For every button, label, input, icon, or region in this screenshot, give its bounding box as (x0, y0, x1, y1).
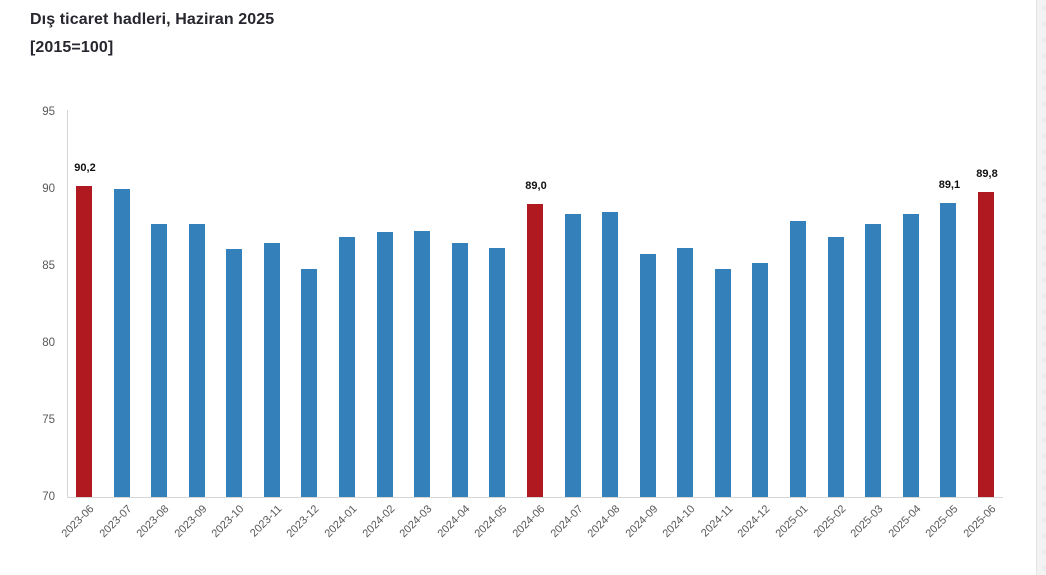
bar-2025-05 (940, 202, 957, 497)
bar-value-label-2025-06: 89,8 (976, 168, 998, 181)
bar-2025-03 (865, 224, 882, 497)
x-tick-label-2024-09: 2024-09 (623, 503, 661, 541)
x-tick-label-2024-06: 2024-06 (510, 503, 548, 541)
bar-2025-06 (977, 192, 994, 497)
x-tick-label-2023-10: 2023-10 (209, 503, 247, 541)
x-tick-label-2024-12: 2024-12 (735, 503, 773, 541)
x-tick-label-2025-02: 2025-02 (811, 503, 849, 541)
x-tick-label-2024-10: 2024-10 (660, 503, 698, 541)
bar-2023-07 (113, 189, 130, 497)
y-tick-label: 80 (42, 337, 55, 349)
bar-2023-12 (301, 269, 318, 497)
x-tick-label-2023-12: 2023-12 (284, 503, 322, 541)
bar-2024-08 (602, 212, 619, 497)
bar-2024-07 (564, 213, 581, 497)
x-tick-label-2023-11: 2023-11 (247, 503, 285, 540)
x-tick-label-2025-04: 2025-04 (886, 503, 924, 541)
bar-2024-09 (639, 253, 656, 497)
bar-2024-06 (526, 204, 543, 497)
bar-2024-04 (451, 242, 468, 497)
x-tick-label-2024-01: 2024-01 (322, 503, 360, 541)
x-tick-label-2024-02: 2024-02 (360, 503, 398, 541)
bar-value-label-2023-06: 90,2 (74, 161, 96, 174)
x-tick-label-2025-05: 2025-05 (923, 503, 961, 541)
x-tick-label-2023-07: 2023-07 (97, 503, 135, 541)
y-tick-label: 90 (42, 183, 55, 195)
x-tick-label-2023-06: 2023-06 (59, 503, 97, 541)
y-tick-label: 85 (42, 260, 55, 272)
bar-2023-10 (226, 249, 243, 497)
chart-title-line1: Dış ticaret hadleri, Haziran 2025 (30, 11, 275, 28)
page-background-strip (1036, 0, 1046, 575)
bar-2024-05 (489, 247, 506, 497)
bar-2025-01 (790, 221, 807, 497)
bar-value-label-2025-05: 89,1 (938, 178, 961, 191)
bar-2023-09 (188, 224, 205, 497)
x-tick-label-2024-05: 2024-05 (472, 503, 510, 541)
x-tick-label-2025-01: 2025-01 (773, 503, 811, 541)
bar-2024-11 (714, 269, 731, 497)
bar-2025-02 (827, 236, 844, 497)
y-tick-label: 75 (42, 414, 55, 426)
x-tick-label-2025-03: 2025-03 (848, 503, 886, 541)
chart-title-line2: [2015=100] (30, 39, 114, 56)
chart-title: Dış ticaret hadleri, Haziran 2025 [2015=… (30, 6, 274, 62)
y-tick-label: 70 (42, 491, 55, 503)
x-tick-label-2023-09: 2023-09 (172, 503, 210, 541)
x-tick-label-2024-04: 2024-04 (435, 503, 473, 541)
bar-2024-12 (752, 262, 769, 497)
x-tick-label-2024-08: 2024-08 (585, 503, 623, 541)
x-axis-line (67, 497, 1003, 498)
x-tick-label-2024-03: 2024-03 (397, 503, 435, 541)
x-tick-label-2024-07: 2024-07 (548, 503, 586, 541)
bar-2023-08 (151, 224, 168, 497)
bar-2024-02 (376, 232, 393, 497)
x-tick-label-2024-11: 2024-11 (698, 503, 736, 540)
bar-2024-10 (677, 247, 694, 497)
bar-2025-04 (902, 213, 919, 497)
bar-2023-06 (76, 185, 92, 497)
bar-2024-01 (339, 236, 356, 497)
x-tick-label-2023-08: 2023-08 (134, 503, 172, 541)
y-axis-line (67, 110, 68, 498)
bar-value-label-2024-06: 89,0 (525, 180, 547, 193)
bar-2023-11 (263, 242, 280, 497)
bar-2024-03 (414, 230, 431, 497)
y-tick-label: 95 (42, 106, 55, 118)
x-tick-label-2025-06: 2025-06 (961, 503, 999, 541)
